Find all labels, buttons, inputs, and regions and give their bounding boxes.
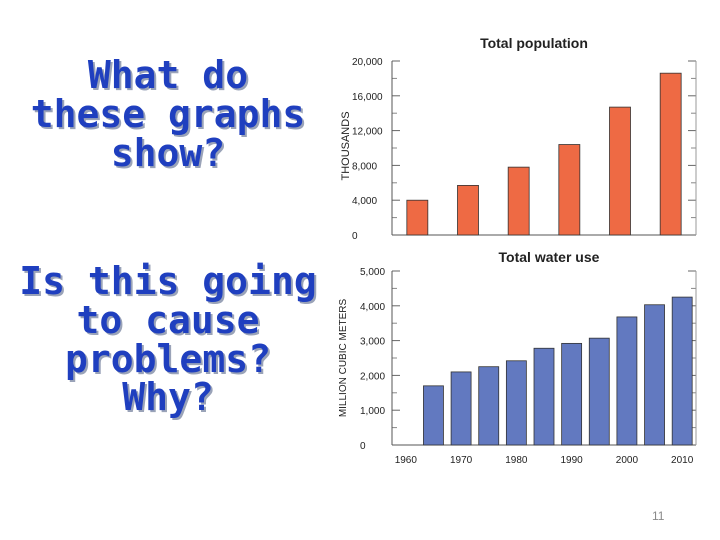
bar-2010 [671,296,693,446]
y-tick-label: 4,000 [352,196,377,207]
water-bars [423,296,693,446]
water-y-axis-label: MILLION CUBIC METERS [338,299,349,418]
x-tick-label: 1970 [450,455,473,466]
bar-1965 [423,385,444,446]
bar-1990 [558,144,581,236]
y-tick-label: 1,000 [360,406,385,417]
y-tick-label: 8,000 [352,161,377,172]
y-tick-label: 4,000 [360,302,385,313]
y-tick-label: 20,000 [352,57,383,68]
q2-line: to cause [76,297,260,342]
x-tick-label: 1990 [561,455,584,466]
population-chart: Total population THOUSANDS 0 4,000 8,000 12… [340,35,697,242]
x-tick-label: 1980 [505,455,528,466]
water-chart-title: Total water use [499,249,600,265]
charts-figure: Total population THOUSANDS 0 4,000 8,000 12… [338,35,697,466]
x-tick-label: 1960 [395,455,418,466]
bar-2010 [659,72,682,236]
y-tick-label: 2,000 [360,371,385,382]
bar-2000 [616,316,638,446]
bar-1970 [450,371,472,446]
water-x-ticks: 1960 1970 1980 1990 2000 2010 [395,455,694,466]
x-tick-label: 2000 [616,455,639,466]
q1-line: show? [110,130,226,175]
y-tick-label: 3,000 [360,337,385,348]
population-plot-frame [391,61,697,236]
water-y-ticks: 0 1,000 2,000 3,000 4,000 5,000 [360,267,696,452]
y-tick-label: 5,000 [360,267,385,278]
population-chart-title: Total population [480,35,588,51]
population-y-ticks: 0 4,000 8,000 12,000 16,000 20,000 [352,57,696,242]
bar-1985 [533,347,555,446]
bar-1980 [507,166,530,236]
bar-1995 [588,337,610,446]
question-what-do-graphs-show: What do these graphs show? [18,56,318,172]
bar-1960 [406,199,429,236]
bar-1975 [478,366,500,446]
q2-line: Why? [122,375,214,420]
q2-line: Is this going [19,259,317,303]
y-tick-label: 12,000 [352,127,383,138]
x-tick-label: 2010 [671,455,694,466]
population-y-axis-label: THOUSANDS [340,111,352,180]
page-number: 11 [652,509,665,523]
question-will-it-cause-problems: Is this going to cause problems? Why? [18,262,318,417]
q1-line: these graphs [30,91,306,136]
y-tick-label: 16,000 [352,92,383,103]
bar-1970 [457,185,479,236]
bar-2005 [644,304,665,446]
water-use-chart: Total water use MILLION CUBIC METERS 0 1,… [338,249,697,466]
q2-line: problems? [65,336,271,381]
bar-1980 [505,360,527,446]
y-tick-label: 0 [352,231,358,242]
y-tick-label: 0 [360,441,366,452]
bar-1990 [561,342,583,446]
population-bars [406,72,682,236]
q1-line: What do [87,53,249,97]
bar-2000 [609,106,631,236]
